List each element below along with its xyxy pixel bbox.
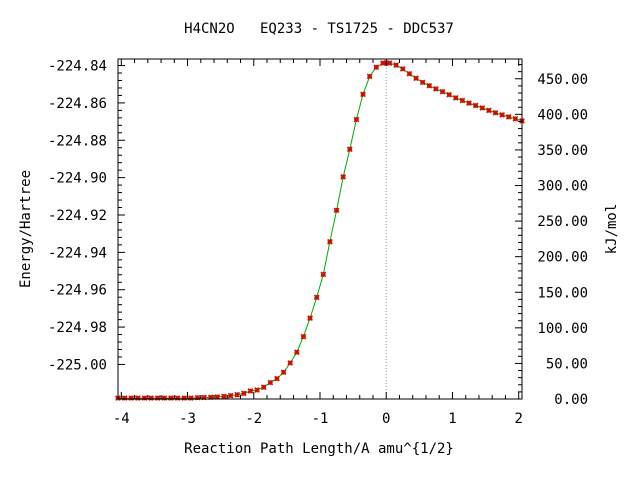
data-point: [466, 100, 472, 106]
data-point: [267, 379, 274, 386]
data-point: [135, 395, 141, 401]
data-point: [459, 97, 466, 104]
data-point: [360, 91, 366, 98]
data-point: [386, 60, 393, 66]
data-point: [221, 393, 227, 400]
data-point: [293, 349, 300, 356]
data-point: [320, 271, 327, 278]
y-tick-label: -224.98: [48, 320, 107, 336]
y-tick-label: -224.86: [48, 96, 107, 112]
y2-tick-label: 0.00: [554, 392, 588, 408]
plot-border: [117, 58, 523, 400]
data-point: [227, 392, 234, 399]
y-tick-label: -224.96: [48, 283, 107, 299]
data-point: [254, 387, 260, 393]
data-point: [161, 395, 168, 401]
y-axis-label: Energy/Hartree: [18, 170, 34, 288]
data-point: [492, 109, 499, 116]
x-axis-ticks: -4 -3 -2 -1 0 1 2: [113, 59, 523, 427]
y-axis-ticks: -224.84 -224.86 -224.88 -224.90 -224.92 -224.…: [48, 59, 125, 373]
data-point: [346, 146, 353, 153]
y-tick-label: -224.84: [48, 59, 107, 75]
data-point: [499, 111, 505, 118]
y2-tick-label: 400.00: [537, 107, 588, 123]
y2-tick-label: 50.00: [546, 356, 588, 372]
data-point: [240, 390, 247, 397]
data-point: [353, 116, 360, 123]
data-point: [300, 333, 307, 340]
data-point: [121, 395, 128, 401]
plot-frame: [117, 58, 523, 400]
data-point: [512, 115, 519, 122]
data-point: [168, 395, 174, 401]
data-point: [452, 94, 459, 101]
y-tick-label: -224.88: [48, 133, 107, 149]
data-point: [141, 395, 148, 401]
data-point: [446, 91, 453, 98]
data-point: [274, 375, 280, 382]
data-point: [187, 395, 194, 401]
data-point: [419, 79, 426, 86]
y-tick-label: -224.94: [48, 245, 107, 261]
data-point: [366, 73, 373, 80]
data-point: [247, 388, 254, 394]
data-point: [340, 174, 347, 180]
data-point: [154, 395, 161, 401]
data-point: [234, 391, 241, 398]
y2-tick-label: 450.00: [537, 72, 588, 88]
x-axis-label: Reaction Path Length/A amu^{1/2}: [184, 441, 454, 457]
data-point: [472, 102, 479, 109]
y2-tick-label: 200.00: [537, 250, 588, 266]
data-point: [280, 369, 287, 376]
y2-axis-label: kJ/mol: [604, 204, 620, 255]
y-tick-label: -224.90: [48, 171, 107, 187]
data-point: [439, 88, 446, 95]
data-point: [148, 395, 154, 401]
chart-title: H4CN2O EQ233 - TS1725 - DDC537: [184, 21, 454, 37]
series-line: [118, 62, 523, 399]
data-point: [406, 70, 413, 77]
y2-tick-label: 300.00: [537, 179, 588, 195]
data-point: [287, 360, 294, 366]
x-tick-label: 2: [514, 411, 522, 427]
data-point: [413, 75, 419, 82]
x-tick-label: -2: [245, 411, 262, 427]
y2-axis-ticks: 0.00 50.00 100.00 150.00 200.00 250.00 300.00 3…: [515, 64, 588, 408]
y2-tick-label: 350.00: [537, 143, 588, 159]
x-tick-label: 1: [448, 411, 456, 427]
y2-tick-label: 150.00: [537, 285, 588, 301]
x-tick-label: -1: [312, 411, 329, 427]
data-point: [327, 238, 333, 245]
data-point: [214, 394, 221, 400]
data-point: [128, 395, 135, 401]
data-point: [433, 86, 439, 92]
x-tick-label: 0: [382, 411, 390, 427]
data-point: [313, 294, 320, 301]
data-point: [479, 105, 486, 111]
data-point: [333, 207, 340, 214]
data-point: [426, 82, 433, 89]
series-layer: [115, 60, 525, 401]
data-point: [307, 315, 313, 321]
data-point: [505, 114, 512, 120]
y2-tick-label: 100.00: [537, 321, 588, 337]
data-point: [181, 395, 188, 401]
y-tick-label: -224.92: [48, 208, 107, 224]
data-point: [373, 64, 380, 71]
x-tick-label: -4: [113, 411, 130, 427]
data-point: [174, 395, 181, 401]
data-point: [399, 66, 406, 72]
data-point: [393, 62, 400, 69]
y2-tick-label: 250.00: [537, 214, 588, 230]
data-point: [486, 107, 492, 114]
x-tick-label: -3: [179, 411, 196, 427]
data-point: [260, 384, 267, 391]
y-tick-label: -225.00: [48, 357, 107, 373]
